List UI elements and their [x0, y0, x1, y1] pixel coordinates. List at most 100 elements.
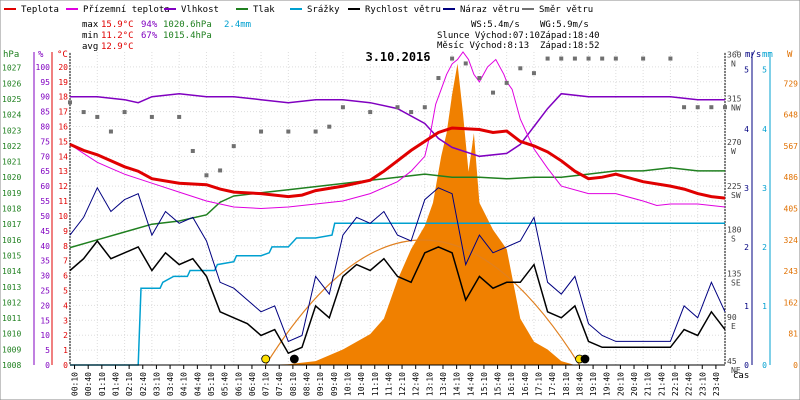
- direction-point: [709, 105, 714, 110]
- wind-tick: 4: [744, 125, 749, 134]
- sunrise-text: Slunce Východ:07:10: [437, 31, 540, 41]
- legend-label-3: Tlak: [253, 5, 275, 15]
- x-tick-label: 08:10: [289, 372, 298, 396]
- pressure-tick: 1014: [2, 267, 21, 276]
- temperature-tick: 1: [63, 346, 68, 355]
- x-tick-label: 22:40: [685, 372, 694, 396]
- humidity-tick: 80: [40, 123, 50, 132]
- stats-rain: 2.4mm: [224, 20, 251, 30]
- x-tick-label: 15:10: [480, 372, 489, 396]
- temperature-tick: 18: [58, 93, 68, 102]
- direction-point: [204, 173, 209, 178]
- x-tick-label: 12:10: [398, 372, 407, 396]
- direction-point: [409, 110, 414, 115]
- solar-unit: W: [787, 50, 793, 60]
- humidity-tick: 5: [45, 346, 50, 355]
- humidity-tick: 85: [40, 108, 50, 117]
- x-tick-label: 05:40: [221, 372, 230, 396]
- temperature-tick: 5: [63, 286, 68, 295]
- humidity-tick: 95: [40, 78, 50, 87]
- direction-label: SW: [731, 191, 741, 200]
- pressure-tick: 1020: [2, 173, 21, 182]
- direction-point: [259, 129, 264, 134]
- pressure-tick: 1024: [2, 111, 21, 120]
- x-tick-label: 00:40: [84, 372, 93, 396]
- temperature-tick: 17: [58, 108, 68, 117]
- temperature-tick: 14: [58, 152, 68, 161]
- moon-marker: [580, 354, 590, 364]
- x-tick-label: 23:40: [712, 372, 721, 396]
- plot-area: [68, 51, 727, 366]
- temperature-tick: 4: [63, 301, 68, 310]
- direction-point: [68, 100, 72, 105]
- rain-tick: 5: [762, 66, 767, 75]
- direction-label: NW: [731, 103, 741, 112]
- wind-wg-text: WG:5.9m/s: [540, 20, 589, 30]
- series-ground-temp-line: [69, 51, 726, 210]
- x-tick-label: 11:40: [384, 372, 393, 396]
- direction-point: [108, 129, 113, 134]
- x-tick-label: 22:10: [671, 372, 680, 396]
- solar-tick: 729: [784, 79, 799, 88]
- direction-tick: 180: [727, 226, 742, 235]
- wind-tick: 1: [744, 302, 749, 311]
- solar-tick: 81: [788, 330, 798, 339]
- stats-avg-temp: 12.9°C: [101, 42, 134, 52]
- direction-point: [231, 144, 236, 149]
- legend-label-6: Náraz větru: [460, 5, 520, 15]
- x-tick-label: 03:10: [152, 372, 161, 396]
- direction-point: [531, 71, 536, 76]
- x-axis: 00:10 00:40 01:10 01:40 02:10 02:40 03:10 03:40…: [70, 364, 725, 396]
- x-tick-label: 20:10: [616, 372, 625, 396]
- direction-point: [668, 56, 673, 61]
- x-tick-label: 10:10: [343, 372, 352, 396]
- humidity-tick: 90: [40, 93, 50, 102]
- humidity-tick: 20: [40, 301, 50, 310]
- direction-point: [613, 56, 618, 61]
- direction-tick: 90: [727, 313, 737, 322]
- x-tick-label: 14:40: [466, 372, 475, 396]
- stats-max-hum: 94%: [141, 20, 158, 30]
- rain-tick: 2: [762, 243, 767, 252]
- x-tick-label: 18:10: [562, 372, 571, 396]
- wind-tick: 3: [744, 184, 749, 193]
- direction-tick: 45: [727, 357, 737, 366]
- series-gust-line: [69, 186, 726, 343]
- solar-tick: 243: [784, 267, 799, 276]
- direction-point: [545, 56, 550, 61]
- pressure-tick: 1017: [2, 220, 21, 229]
- humidity-tick: 50: [40, 212, 50, 221]
- temperature-tick: 13: [58, 167, 68, 176]
- direction-point: [368, 110, 373, 115]
- direction-label: W: [731, 147, 736, 156]
- direction-point: [395, 105, 400, 110]
- solar-tick: 648: [784, 111, 799, 120]
- x-tick-label: 10:40: [357, 372, 366, 396]
- pressure-tick: 1015: [2, 251, 21, 260]
- direction-point: [600, 56, 605, 61]
- x-tick-label: 20:40: [630, 372, 639, 396]
- direction-tick: 270: [727, 138, 742, 147]
- x-tick-label: 14:10: [453, 372, 462, 396]
- direction-point: [641, 56, 646, 61]
- stats-min-temp: 11.2°C: [101, 31, 134, 41]
- temperature-tick: 0: [63, 361, 68, 370]
- direction-point: [122, 110, 127, 115]
- pressure-tick: 1023: [2, 126, 21, 135]
- humidity-tick: 60: [40, 182, 50, 191]
- series-rain-line: [70, 222, 725, 366]
- direction-point: [450, 56, 455, 61]
- humidity-tick: 0: [45, 361, 50, 370]
- pressure-tick: 1018: [2, 205, 21, 214]
- x-tick-label: 15:40: [494, 372, 503, 396]
- sunset-text: Západ:18:40: [540, 31, 600, 41]
- x-tick-label: 01:40: [111, 372, 120, 396]
- stats-max-temp: 15.9°C: [101, 20, 134, 30]
- x-tick-label: 21:40: [657, 372, 666, 396]
- solar-tick: 486: [784, 173, 799, 182]
- direction-point: [586, 56, 591, 61]
- pressure-tick: 1021: [2, 158, 21, 167]
- pressure-tick: 1013: [2, 283, 21, 292]
